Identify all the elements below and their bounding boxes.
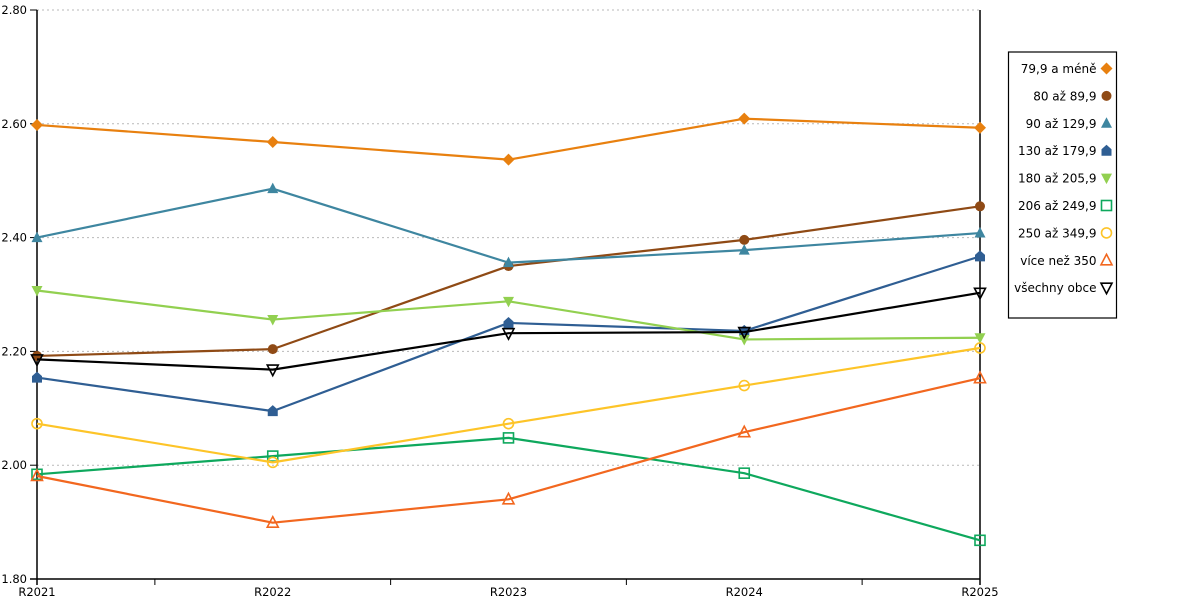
series-group (32, 201, 985, 361)
data-point-marker (973, 370, 987, 384)
data-point-marker (738, 244, 750, 255)
series-line (36, 377, 981, 524)
data-point-marker (974, 121, 986, 134)
legend-item-label: 80 až 89,9 (1033, 89, 1096, 103)
legend-item-label: více než 350 (1020, 254, 1096, 268)
data-point-marker (501, 327, 516, 341)
data-point-marker (1100, 199, 1113, 212)
legend: 79,9 a méně 80 až 89,9 90 až 129,9 130 až 1… (1007, 51, 1118, 319)
data-point-marker (30, 354, 44, 368)
y-tick-label: 2.00 (1, 458, 27, 472)
data-point-marker (503, 296, 514, 308)
legend-item: 80 až 89,9 (1033, 89, 1112, 103)
data-point-marker (1101, 173, 1112, 185)
legend-item-label: všechny obce (1014, 281, 1096, 295)
data-point-marker (974, 534, 986, 547)
data-point-marker (503, 316, 514, 328)
legend-item-label: 130 až 179,9 (1018, 144, 1097, 158)
data-point-marker (974, 227, 986, 238)
legend-item-label: 250 až 349,9 (1018, 226, 1097, 240)
data-point-marker (502, 432, 515, 444)
data-point-marker (974, 333, 986, 344)
series-line (36, 117, 981, 161)
data-point-marker (975, 201, 985, 212)
data-point-marker (973, 287, 987, 301)
data-point-marker (1099, 282, 1114, 296)
legend-item: 250 až 349,9 (1018, 226, 1113, 240)
x-tick-label: R2022 (254, 585, 291, 599)
data-point-marker (1101, 144, 1112, 156)
data-point-marker (265, 364, 280, 378)
data-point-marker (30, 468, 44, 482)
legend-box (1007, 51, 1118, 319)
legend-item: 79,9 a méně (1021, 62, 1113, 76)
data-point-marker (1101, 90, 1112, 101)
legend-item-label: 180 až 205,9 (1018, 172, 1097, 186)
data-point-marker (1101, 117, 1112, 128)
data-point-marker (1100, 227, 1113, 239)
data-point-marker (974, 342, 986, 354)
series-line (36, 436, 981, 542)
data-point-marker (738, 379, 751, 392)
data-point-marker (31, 118, 43, 131)
series-group (31, 182, 986, 268)
y-tick-label: 1.80 (1, 572, 27, 586)
legend-item-label: 79,9 a méně (1021, 62, 1097, 76)
data-point-marker (267, 344, 278, 355)
y-tick-label: 2.40 (1, 231, 27, 245)
series-group (30, 287, 987, 378)
legend-item: 180 až 205,9 (1018, 172, 1112, 186)
series-group (30, 370, 987, 528)
data-point-marker (32, 371, 42, 383)
data-point-marker (266, 136, 279, 149)
data-point-marker (975, 250, 985, 262)
series-group (31, 112, 986, 166)
legend-item: 90 až 129,9 (1026, 117, 1112, 131)
y-tick-label: 2.80 (1, 3, 27, 17)
series-group (31, 342, 986, 469)
data-point-marker (31, 231, 43, 243)
legend-item: 130 až 179,9 (1018, 144, 1112, 158)
x-tick-label: R2023 (490, 585, 527, 599)
legend-item: všechny obce (1014, 281, 1114, 296)
data-point-marker (266, 450, 279, 462)
data-point-marker (1100, 62, 1113, 75)
legend-item-label: 206 až 249,9 (1018, 199, 1097, 213)
series-group (31, 432, 986, 547)
x-tick-label: R2021 (18, 585, 55, 599)
legend-item: více než 350 (1020, 252, 1114, 268)
data-point-marker (738, 467, 751, 479)
data-point-marker (738, 334, 750, 346)
y-tick-label: 2.20 (1, 344, 27, 358)
legend-item-label: 90 až 129,9 (1026, 117, 1097, 131)
data-point-marker (502, 153, 515, 166)
data-point-marker (267, 405, 278, 417)
data-point-marker (739, 234, 750, 245)
series-group (31, 286, 986, 346)
data-point-marker (1099, 252, 1114, 266)
data-point-marker (267, 315, 279, 326)
x-tick-label: R2025 (961, 585, 998, 599)
data-point-marker (503, 256, 514, 268)
y-tick-label: 2.60 (1, 117, 27, 131)
series-line (36, 346, 981, 464)
data-point-marker (502, 417, 515, 430)
data-point-marker (265, 514, 280, 528)
data-point-marker (267, 182, 279, 194)
data-point-marker (31, 417, 43, 430)
data-point-marker (737, 326, 752, 340)
series-line (36, 291, 981, 371)
data-point-marker (266, 456, 279, 469)
x-tick-label: R2024 (726, 585, 763, 599)
data-point-marker (501, 491, 516, 505)
data-point-marker (737, 424, 752, 438)
data-point-marker (31, 286, 43, 297)
data-point-marker (738, 112, 751, 125)
legend-item: 206 až 249,9 (1018, 199, 1113, 213)
